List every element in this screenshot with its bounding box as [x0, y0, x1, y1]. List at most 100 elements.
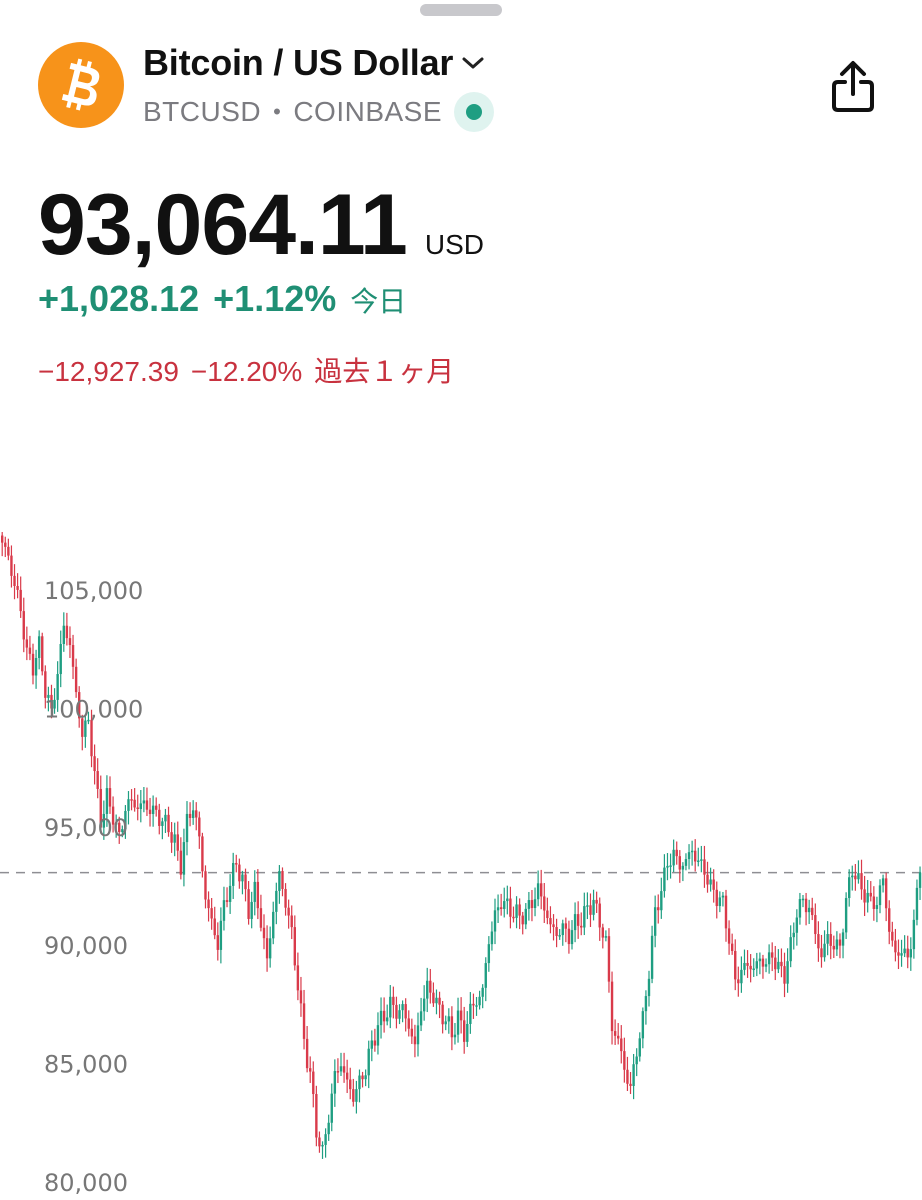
candle	[546, 897, 549, 925]
share-button[interactable]	[826, 58, 880, 116]
candle	[68, 626, 72, 658]
candle	[78, 686, 81, 728]
candle	[869, 881, 872, 902]
candle	[629, 1072, 632, 1095]
candle	[256, 869, 260, 920]
candle	[690, 840, 694, 866]
candle	[512, 906, 515, 923]
chevron-down-icon	[461, 55, 485, 76]
candle	[265, 925, 269, 972]
candle	[678, 850, 681, 883]
candle	[758, 952, 762, 975]
y-tick-label: 85,000	[44, 1051, 128, 1079]
candle	[807, 899, 811, 924]
candle	[7, 538, 10, 561]
candle	[349, 1067, 352, 1100]
candle	[216, 922, 219, 961]
candle	[312, 1061, 315, 1108]
share-icon	[832, 61, 874, 112]
candle	[718, 891, 722, 913]
symbol-title-dropdown[interactable]: Bitcoin / US Dollar	[143, 42, 485, 84]
candle	[302, 989, 306, 1050]
candle	[195, 802, 198, 831]
price-currency: USD	[424, 229, 484, 260]
candle	[826, 921, 829, 956]
candle	[484, 957, 487, 1002]
candle	[888, 900, 891, 945]
candle	[53, 688, 56, 714]
candle	[432, 982, 435, 1007]
candle	[176, 821, 179, 861]
candle	[213, 906, 216, 940]
candle	[586, 892, 589, 920]
candle	[866, 879, 869, 913]
candle	[789, 925, 792, 968]
candle	[857, 860, 860, 884]
candle	[376, 1012, 380, 1055]
candle	[632, 1053, 635, 1100]
candle	[435, 989, 438, 1015]
candle	[774, 945, 777, 981]
candle	[564, 917, 568, 943]
candle	[697, 847, 700, 867]
candle	[610, 971, 614, 1045]
candle	[595, 891, 598, 914]
candle	[915, 879, 919, 926]
candle	[466, 1011, 469, 1047]
candle	[84, 714, 87, 748]
month-change-percent: −12.20%	[190, 356, 303, 387]
candle	[124, 805, 127, 839]
candle	[820, 934, 823, 968]
candle	[81, 714, 84, 751]
candle	[503, 887, 506, 918]
candle	[361, 1071, 364, 1088]
candle	[653, 895, 657, 948]
candle	[241, 870, 244, 895]
candle	[817, 921, 820, 962]
candle	[783, 952, 786, 998]
candle	[108, 776, 112, 814]
candle	[219, 907, 223, 964]
candle	[592, 889, 595, 921]
symbol-subtitle: BTCUSD • COINBASE	[143, 92, 495, 132]
candle	[65, 612, 69, 646]
candle	[28, 635, 32, 661]
candle	[623, 1037, 626, 1083]
candle	[487, 936, 491, 972]
candle	[650, 925, 654, 984]
candle	[811, 897, 814, 921]
candle	[490, 921, 494, 951]
month-change-value: −12,927.39	[38, 356, 179, 387]
candle	[891, 921, 894, 947]
candle	[315, 1085, 318, 1147]
candle	[185, 801, 189, 856]
candle	[327, 1114, 330, 1141]
candles-layer	[1, 531, 922, 1159]
candle	[37, 630, 41, 670]
candle	[352, 1078, 355, 1107]
candle	[386, 1004, 389, 1026]
candle	[613, 1019, 617, 1045]
candle	[453, 1022, 457, 1045]
candle	[493, 898, 497, 945]
y-tick-label: 90,000	[44, 932, 128, 960]
candle	[410, 1018, 414, 1044]
candle	[496, 894, 500, 924]
candle	[561, 919, 564, 946]
candle	[305, 1026, 309, 1073]
candle	[694, 839, 697, 872]
candle	[238, 858, 241, 889]
sheet-grabber[interactable]	[420, 4, 502, 16]
candle	[863, 875, 866, 917]
candle	[894, 928, 897, 962]
candle	[771, 942, 774, 972]
candle	[87, 711, 90, 725]
candle	[281, 867, 284, 897]
candle	[884, 872, 888, 922]
candle	[795, 909, 799, 946]
candle	[16, 573, 19, 599]
candle	[370, 1030, 373, 1062]
candle	[330, 1083, 333, 1132]
